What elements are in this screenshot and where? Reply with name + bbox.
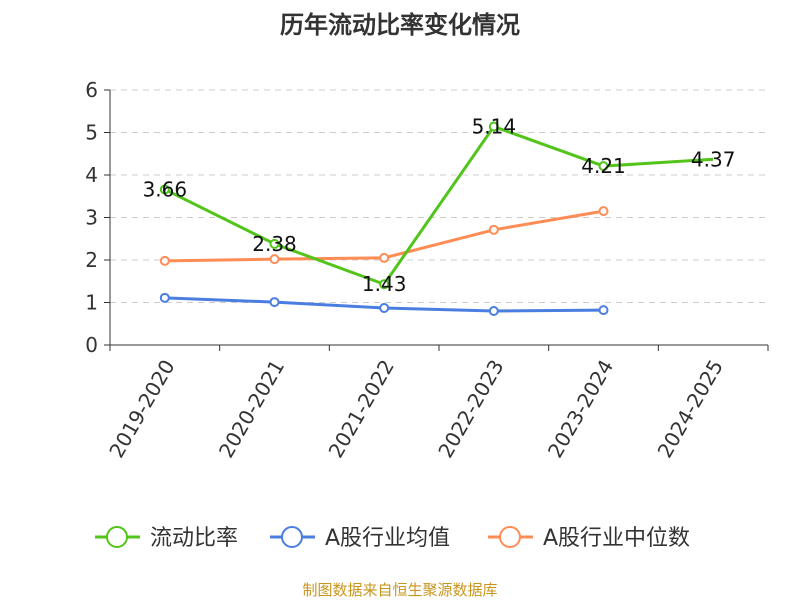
x-tick-label: 2021-2022: [324, 356, 399, 462]
y-tick-label: 5: [85, 121, 98, 145]
y-tick-label: 2: [85, 248, 98, 272]
data-point: [598, 206, 609, 217]
data-label: 4.21: [581, 154, 626, 178]
y-tick-label: 4: [85, 163, 98, 187]
data-label: 4.37: [691, 147, 736, 171]
legend-label: A股行业均值: [325, 526, 450, 551]
data-point: [269, 297, 280, 308]
x-tick-label: 2020-2021: [214, 356, 289, 462]
x-tick-label: 2023-2024: [543, 356, 618, 462]
x-tick-label: 2019-2020: [104, 356, 179, 462]
y-tick-label: 0: [85, 333, 98, 357]
series-line: [164, 124, 714, 287]
y-tick-label: 3: [85, 206, 98, 230]
data-label: 3.66: [143, 177, 188, 201]
data-point: [488, 224, 499, 235]
data-point: [598, 305, 609, 316]
chart-title: 历年流动比率变化情况: [280, 11, 520, 39]
data-label: 5.14: [472, 115, 517, 139]
data-point: [159, 255, 170, 266]
data-point: [379, 279, 390, 290]
legend-label: 流动比率: [150, 526, 238, 551]
data-point: [488, 121, 499, 132]
y-tick-label: 6: [85, 78, 98, 102]
legend-marker: [106, 526, 128, 548]
source-note: 制图数据来自恒生聚源数据库: [302, 581, 497, 599]
data-point: [269, 238, 280, 249]
data-point: [379, 303, 390, 314]
data-label: 2.38: [252, 232, 297, 256]
x-tick-label: 2024-2025: [653, 356, 728, 462]
legend-marker: [499, 526, 521, 548]
data-point: [159, 184, 170, 195]
data-point: [269, 254, 280, 265]
data-point: [159, 292, 170, 303]
data-point: [379, 252, 390, 263]
data-point: [598, 161, 609, 172]
data-label: 1.43: [362, 272, 407, 296]
data-point: [488, 306, 499, 316]
y-tick-label: 1: [85, 291, 98, 315]
x-tick-label: 2022-2023: [433, 356, 508, 462]
legend-label: A股行业中位数: [543, 526, 690, 551]
legend-marker: [281, 526, 303, 548]
